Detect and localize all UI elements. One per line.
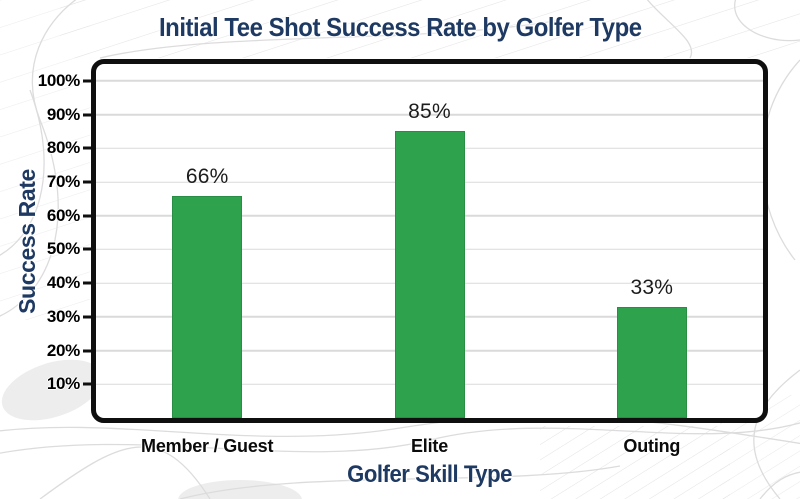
y-tick-mark [83,247,92,251]
y-tick-mark [83,146,92,150]
x-category-label: Outing [623,436,681,456]
x-axis-title: Golfer Skill Type [91,461,768,489]
y-tick-mark [83,281,92,285]
bar-0: 66% [172,165,243,418]
y-tick-label: 60% [46,205,80,225]
y-tick-mark [83,113,92,117]
y-tick-label: 80% [46,138,80,158]
bar-value-label: 33% [630,275,674,299]
chart-title-text: Initial Tee Shot Success Rate by Golfer … [158,12,642,42]
bar-1: 85% [394,100,465,418]
x-category-label: Elite [410,436,449,456]
bar-value-label: 66% [185,164,229,188]
y-tick-label: 90% [46,104,80,124]
bar-value-label: 85% [408,100,451,124]
y-tick-mark [83,349,92,353]
bars-layer: 66% 85% 33% [96,64,763,418]
y-tick-label: 20% [46,340,80,360]
y-tick-label: 50% [46,239,80,259]
x-axis: Member / Guest Elite Outing [96,423,763,457]
y-tick-mark [83,79,92,83]
y-tick-label: 100% [37,70,81,90]
y-tick-mark [83,180,92,184]
x-axis-title-text: Golfer Skill Type [347,461,512,488]
y-tick-label: 40% [46,273,80,293]
bar-2: 33% [616,276,687,418]
x-category-label: Member / Guest [141,436,274,456]
y-tick-label: 30% [46,306,80,326]
plot-area: 66% 85% 33% [91,59,768,423]
y-tick-mark [83,382,92,386]
gridline [96,80,763,82]
y-tick-mark [83,315,92,319]
y-tick-label: 10% [46,374,80,394]
gridline [96,113,763,116]
y-tick-label: 70% [46,172,80,191]
y-tick-mark [83,214,92,218]
y-axis: 10% 20% 30% 40% 50% 60% 70% 80% 90% 100% [0,64,92,418]
chart-title: Initial Tee Shot Success Rate by Golfer … [0,12,800,43]
